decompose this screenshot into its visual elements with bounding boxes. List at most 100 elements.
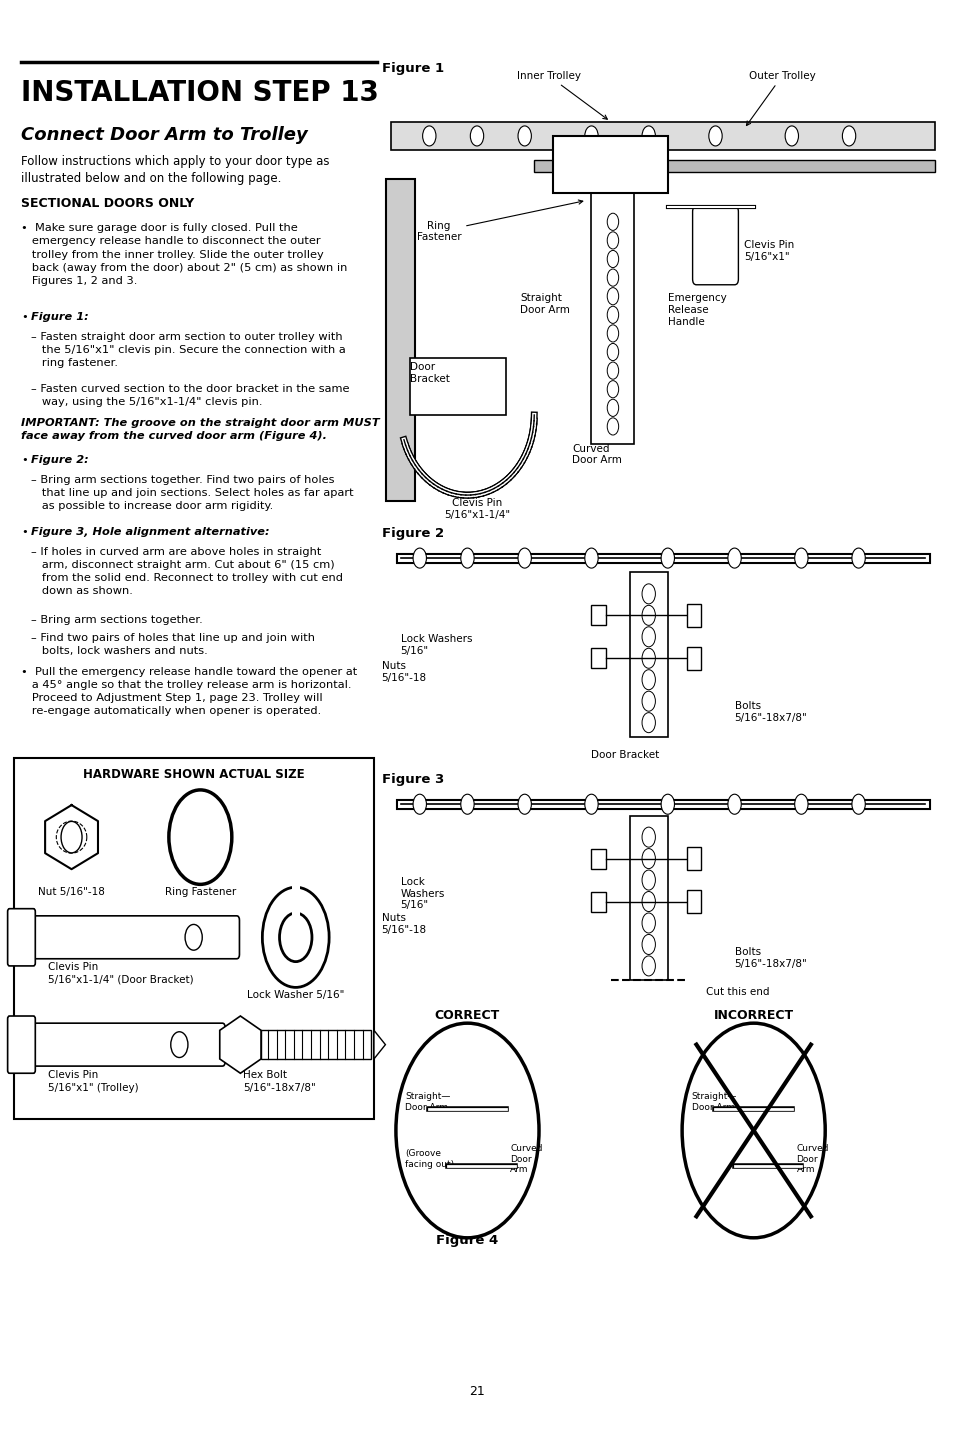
Text: •  Make sure garage door is fully closed. Pull the
   emergency release handle t: • Make sure garage door is fully closed.… — [21, 223, 347, 286]
Text: Figure 3, Hole alignment alternative:: Figure 3, Hole alignment alternative: — [31, 527, 270, 537]
Circle shape — [641, 126, 655, 146]
Bar — [534, 160, 934, 172]
Circle shape — [607, 362, 618, 379]
Text: Clevis Pin
5/16"x1-1/4" (Door Bracket): Clevis Pin 5/16"x1-1/4" (Door Bracket) — [48, 962, 193, 985]
Circle shape — [681, 1023, 824, 1238]
Bar — [591, 648, 605, 668]
Bar — [410, 358, 505, 415]
Bar — [591, 605, 605, 625]
Text: Figure 1: Figure 1 — [381, 62, 443, 74]
Text: Bolts
5/16"-18x7/8": Bolts 5/16"-18x7/8" — [734, 947, 806, 969]
Polygon shape — [219, 1016, 261, 1073]
Text: Figure 4: Figure 4 — [436, 1234, 498, 1246]
Text: – Fasten straight door arm section to outer trolley with
   the 5/16"x1" clevis : – Fasten straight door arm section to ou… — [31, 332, 346, 368]
Text: Lock Washer 5/16": Lock Washer 5/16" — [247, 990, 344, 1000]
Polygon shape — [374, 1030, 385, 1059]
Text: HARDWARE SHOWN ACTUAL SIZE: HARDWARE SHOWN ACTUAL SIZE — [83, 768, 305, 781]
Text: Emergency
Release
Handle: Emergency Release Handle — [667, 293, 726, 326]
FancyBboxPatch shape — [8, 1016, 35, 1073]
Circle shape — [413, 794, 426, 814]
Circle shape — [607, 325, 618, 342]
Text: Door Bracket: Door Bracket — [591, 750, 659, 760]
Circle shape — [607, 381, 618, 398]
Circle shape — [607, 343, 618, 361]
Bar — [629, 816, 667, 980]
Circle shape — [460, 548, 474, 568]
Circle shape — [641, 670, 655, 690]
Circle shape — [641, 648, 655, 668]
Text: Curved
Door
Arm: Curved Door Arm — [510, 1145, 542, 1173]
Circle shape — [607, 232, 618, 249]
Text: •: • — [21, 527, 28, 537]
Circle shape — [422, 126, 436, 146]
Bar — [14, 758, 374, 1119]
Circle shape — [660, 794, 674, 814]
Circle shape — [641, 849, 655, 869]
Circle shape — [641, 934, 655, 954]
Circle shape — [607, 399, 618, 416]
Circle shape — [851, 548, 864, 568]
Bar — [686, 847, 700, 870]
Bar — [591, 849, 605, 869]
Circle shape — [784, 126, 798, 146]
Circle shape — [641, 627, 655, 647]
Circle shape — [641, 713, 655, 733]
Bar — [629, 572, 667, 737]
Circle shape — [607, 418, 618, 435]
Circle shape — [61, 821, 82, 853]
Circle shape — [470, 126, 483, 146]
Circle shape — [794, 794, 807, 814]
Text: INSTALLATION STEP 13: INSTALLATION STEP 13 — [21, 79, 378, 107]
Text: Door
Bracket: Door Bracket — [410, 362, 450, 384]
Circle shape — [641, 584, 655, 604]
Text: 21: 21 — [469, 1385, 484, 1398]
Circle shape — [171, 1032, 188, 1058]
Text: INCORRECT: INCORRECT — [713, 1009, 793, 1022]
Text: Hex Bolt
5/16"-18x7/8": Hex Bolt 5/16"-18x7/8" — [243, 1070, 315, 1093]
Text: SECTIONAL DOORS ONLY: SECTIONAL DOORS ONLY — [21, 197, 194, 210]
Circle shape — [517, 126, 531, 146]
Text: CORRECT: CORRECT — [435, 1009, 499, 1022]
Circle shape — [794, 548, 807, 568]
FancyBboxPatch shape — [692, 206, 738, 285]
Text: Lock Washers
5/16": Lock Washers 5/16" — [400, 634, 472, 655]
FancyBboxPatch shape — [8, 909, 35, 966]
Bar — [553, 136, 667, 193]
Text: – Bring arm sections together. Find two pairs of holes
   that line up and join : – Bring arm sections together. Find two … — [31, 475, 354, 511]
Circle shape — [584, 548, 598, 568]
Bar — [686, 647, 700, 670]
Text: – Bring arm sections together.: – Bring arm sections together. — [31, 615, 203, 625]
Text: Ring Fastener: Ring Fastener — [165, 887, 235, 897]
Text: Nut 5/16"-18: Nut 5/16"-18 — [38, 887, 105, 897]
Bar — [391, 122, 934, 150]
Text: Figure 2: Figure 2 — [381, 527, 443, 539]
Text: Straight
Door Arm: Straight Door Arm — [519, 293, 569, 315]
Circle shape — [641, 892, 655, 912]
Text: (Groove
facing out): (Groove facing out) — [405, 1149, 454, 1169]
Text: Straight—
Door Arm: Straight— Door Arm — [405, 1092, 451, 1112]
Circle shape — [641, 605, 655, 625]
Text: Figure 2:: Figure 2: — [31, 455, 89, 465]
Circle shape — [607, 288, 618, 305]
Text: Clevis Pin
5/16"x1-1/4": Clevis Pin 5/16"x1-1/4" — [443, 498, 510, 519]
FancyBboxPatch shape — [24, 916, 239, 959]
Text: IMPORTANT: The groove on the straight door arm MUST
face away from the curved do: IMPORTANT: The groove on the straight do… — [21, 418, 379, 441]
Circle shape — [460, 794, 474, 814]
Circle shape — [841, 126, 855, 146]
Text: – If holes in curved arm are above holes in straight
   arm, disconnect straight: – If holes in curved arm are above holes… — [31, 547, 343, 597]
Circle shape — [727, 794, 740, 814]
Text: – Fasten curved section to the door bracket in the same
   way, using the 5/16"x: – Fasten curved section to the door brac… — [31, 384, 350, 406]
Circle shape — [517, 548, 531, 568]
Circle shape — [413, 548, 426, 568]
Bar — [686, 890, 700, 913]
Text: Ring
Fastener: Ring Fastener — [416, 200, 582, 242]
Bar — [261, 1030, 371, 1059]
Text: Clevis Pin
5/16"x1" (Trolley): Clevis Pin 5/16"x1" (Trolley) — [48, 1070, 138, 1093]
Text: Outer Trolley: Outer Trolley — [745, 70, 815, 126]
Text: Follow instructions which apply to your door type as
illustrated below and on th: Follow instructions which apply to your … — [21, 155, 329, 185]
Text: •  Pull the emergency release handle toward the opener at
   a 45° angle so that: • Pull the emergency release handle towa… — [21, 667, 356, 717]
Circle shape — [641, 691, 655, 711]
Circle shape — [641, 913, 655, 933]
Circle shape — [708, 126, 721, 146]
Circle shape — [262, 887, 329, 987]
